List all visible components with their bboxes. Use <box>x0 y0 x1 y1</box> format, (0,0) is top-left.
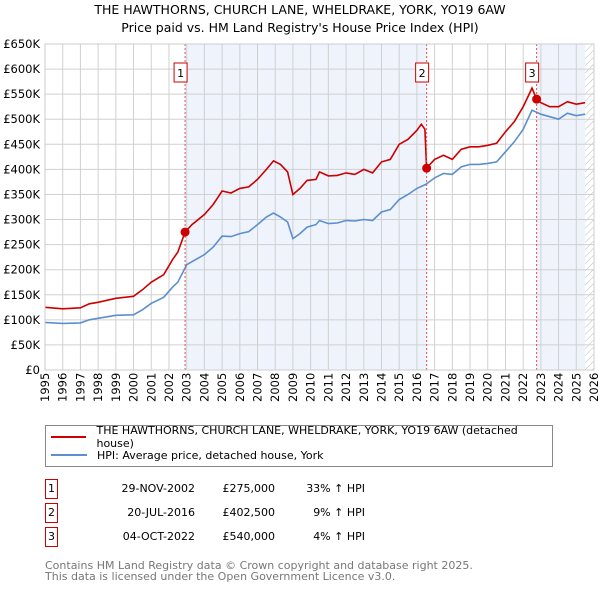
chart-subtitle: Price paid vs. HM Land Registry's House … <box>121 20 479 35</box>
y-tick-label: £450K <box>3 137 40 151</box>
x-tick-label: 2014 <box>374 373 388 402</box>
y-tick-label: £600K <box>3 62 40 76</box>
x-tick-label: 2004 <box>197 373 211 402</box>
x-tick-label: 1998 <box>91 373 105 402</box>
legend-item-property: THE HAWTHORNS, CHURCH LANE, WHELDRAKE, Y… <box>46 424 552 450</box>
sale-hpi: 33% ↑ HPI <box>306 482 365 495</box>
x-tick-label: 2018 <box>445 373 459 402</box>
y-tick-label: £0 <box>25 363 40 377</box>
y-tick-label: £550K <box>3 87 40 101</box>
sale-point <box>422 163 432 173</box>
shaded-period <box>536 44 586 370</box>
future-hatch <box>585 44 594 370</box>
x-tick-label: 1996 <box>56 373 70 402</box>
x-tick-label: 2009 <box>286 373 300 402</box>
x-tick-label: 2011 <box>321 373 335 402</box>
x-tick-label: 2019 <box>463 373 477 402</box>
sale-point <box>532 94 542 104</box>
y-tick-label: £50K <box>11 338 41 352</box>
sale-marker-label: 2 <box>419 67 426 80</box>
footer-copyright: Contains HM Land Registry data © Crown c… <box>45 559 473 572</box>
x-tick-label: 2025 <box>569 373 583 402</box>
x-tick-label: 1997 <box>73 373 87 402</box>
x-tick-label: 2020 <box>481 373 495 402</box>
sale-marker-number: 3 <box>45 527 58 547</box>
legend-swatch-blue <box>51 454 87 456</box>
y-tick-label: £100K <box>3 313 40 327</box>
x-tick-label: 2006 <box>233 373 247 402</box>
plot-area: 1995 1996 1997 1998 1999 2000 2001 2002 2003 2004… <box>3 37 600 402</box>
x-tick-label: 2005 <box>215 373 229 402</box>
legend-swatch-red <box>51 436 87 438</box>
x-tick-label: 2016 <box>410 373 424 402</box>
x-tick-label: 2023 <box>534 373 548 402</box>
legend: THE HAWTHORNS, CHURCH LANE, WHELDRAKE, Y… <box>45 424 553 467</box>
table-row: 3 04-OCT-2022 £540,000 4% ↑ HPI <box>45 527 445 549</box>
sale-hpi: 4% ↑ HPI <box>313 530 365 543</box>
x-tick-label: 2007 <box>251 373 265 402</box>
legend-label: HPI: Average price, detached house, York <box>97 448 324 462</box>
legend-label: THE HAWTHORNS, CHURCH LANE, WHELDRAKE, Y… <box>96 424 518 450</box>
sale-price: £540,000 <box>222 530 276 543</box>
sale-date: 20-JUL-2016 <box>127 506 195 519</box>
x-tick-label: 1995 <box>38 373 52 402</box>
x-tick-label: 2026 <box>587 373 600 402</box>
shaded-period <box>185 44 427 370</box>
sale-marker-label: 1 <box>177 67 184 80</box>
y-tick-label: £650K <box>3 37 40 51</box>
sale-price: £275,000 <box>222 482 276 495</box>
y-tick-label: £250K <box>3 238 40 252</box>
sale-point <box>180 227 190 237</box>
x-tick-label: 2022 <box>516 373 530 402</box>
x-tick-label: 2017 <box>428 373 442 402</box>
x-tick-label: 2021 <box>498 373 512 402</box>
series-line-property <box>44 86 586 310</box>
table-row: 2 20-JUL-2016 £402,500 9% ↑ HPI <box>45 503 445 525</box>
x-tick-label: 2000 <box>127 373 141 402</box>
x-tick-label: 2013 <box>357 373 371 402</box>
sale-marker-box <box>525 62 540 83</box>
y-tick-label: £300K <box>3 213 40 227</box>
y-tick-label: £150K <box>3 288 40 302</box>
x-tick-label: 2024 <box>552 373 566 402</box>
table-row: 1 29-NOV-2002 £275,000 33% ↑ HPI <box>45 479 445 501</box>
sale-hpi: 9% ↑ HPI <box>313 506 365 519</box>
sale-price: £402,500 <box>222 506 276 519</box>
series-line-hpi <box>44 109 586 325</box>
y-tick-label: £200K <box>3 263 40 277</box>
x-tick-label: 2015 <box>392 373 406 402</box>
sale-marker-label: 3 <box>529 67 536 80</box>
sale-marker-box <box>173 62 188 83</box>
y-tick-label: £500K <box>3 112 40 126</box>
legend-item-hpi: HPI: Average price, detached house, York <box>46 447 324 463</box>
x-tick-label: 2008 <box>268 373 282 402</box>
x-tick-label: 2010 <box>304 373 318 402</box>
sale-marker-number: 2 <box>45 503 58 523</box>
plot-border <box>44 43 595 371</box>
footer-licence: This data is licensed under the Open Gov… <box>45 570 396 583</box>
sale-date: 04-OCT-2022 <box>122 530 195 543</box>
sale-marker-number: 1 <box>45 479 58 499</box>
x-tick-label: 1999 <box>109 373 123 402</box>
sale-marker-box <box>415 62 430 83</box>
sale-date: 29-NOV-2002 <box>121 482 195 495</box>
x-tick-label: 2002 <box>162 373 176 402</box>
y-tick-label: £350K <box>3 187 40 201</box>
x-tick-label: 2003 <box>180 373 194 402</box>
y-tick-label: £400K <box>3 162 40 176</box>
x-tick-label: 2012 <box>339 373 353 402</box>
x-tick-label: 2001 <box>144 373 158 402</box>
chart-title: THE HAWTHORNS, CHURCH LANE, WHELDRAKE, Y… <box>94 2 506 17</box>
